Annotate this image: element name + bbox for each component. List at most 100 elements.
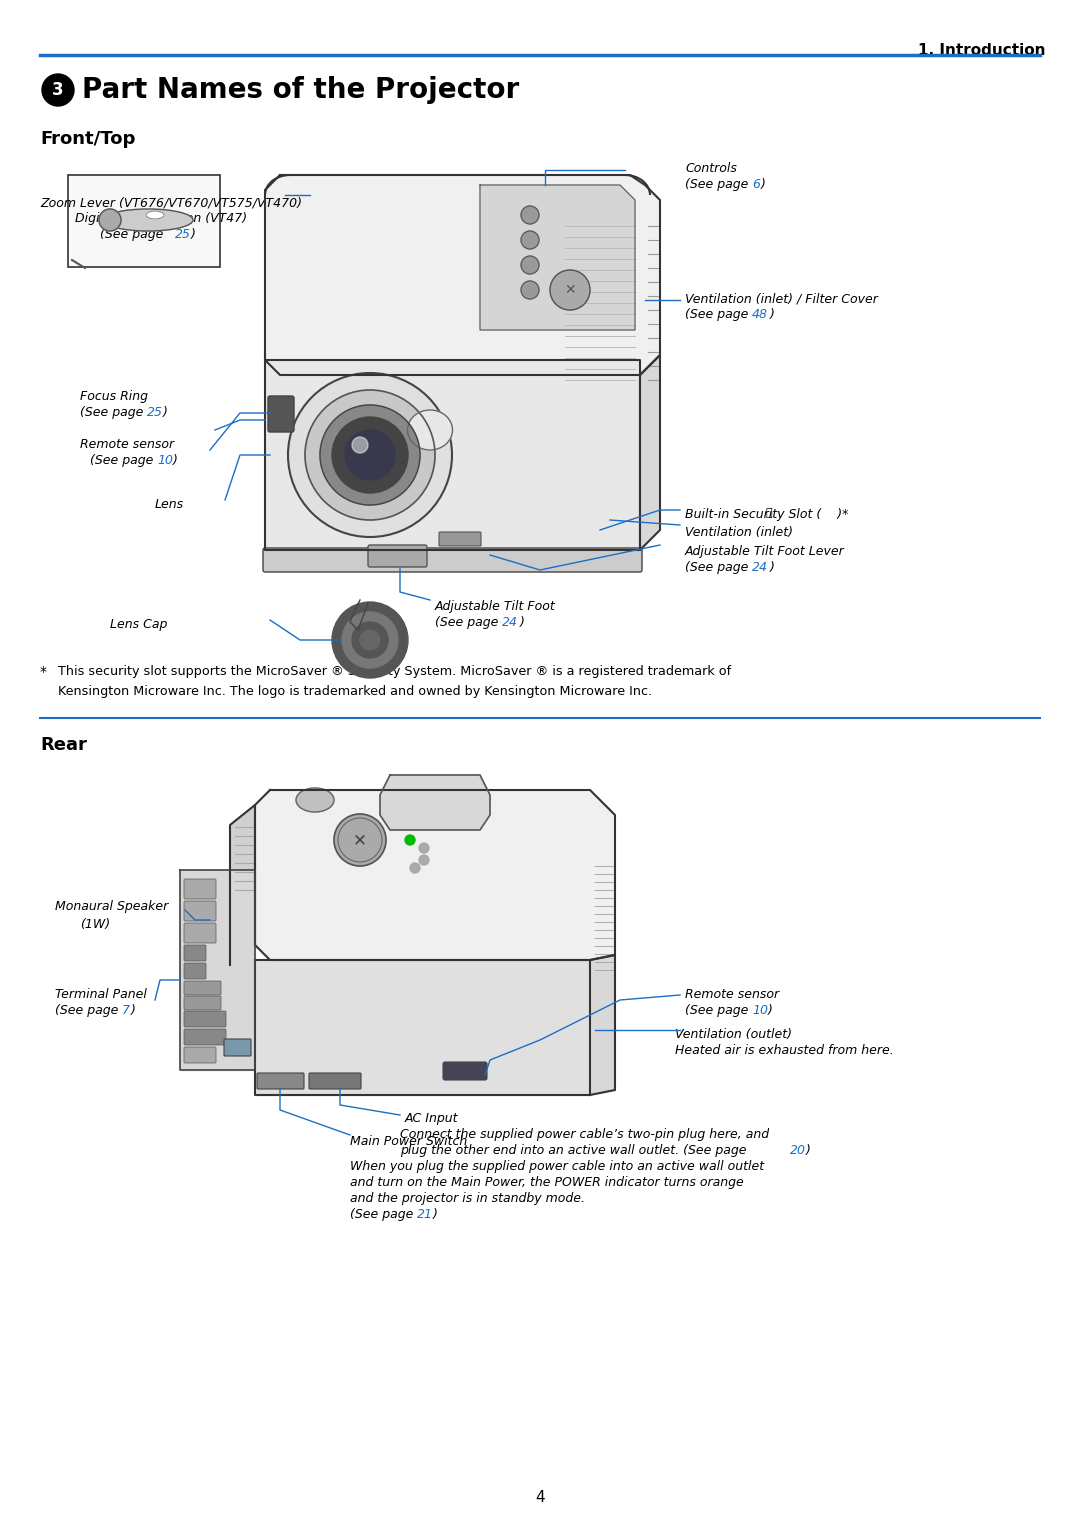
Text: Ventilation (inlet): Ventilation (inlet) [685,526,793,539]
Text: Remote sensor: Remote sensor [80,438,174,452]
Ellipse shape [296,787,334,812]
Text: (See page: (See page [100,227,167,241]
Text: Front/Top: Front/Top [40,130,135,148]
Text: Connect the supplied power cable’s two-pin plug here, and: Connect the supplied power cable’s two-p… [400,1128,769,1141]
Text: (See page: (See page [80,406,147,420]
FancyBboxPatch shape [443,1062,487,1080]
Text: 3: 3 [52,81,64,99]
Circle shape [42,73,75,105]
Text: ): ) [191,227,195,241]
Text: 24: 24 [752,562,768,574]
Text: Ventilation (outlet): Ventilation (outlet) [675,1029,792,1041]
FancyBboxPatch shape [368,545,427,568]
Text: Controls: Controls [685,162,737,175]
FancyBboxPatch shape [68,175,220,267]
Text: 25: 25 [147,406,163,420]
Circle shape [550,270,590,310]
Text: This security slot supports the MicroSaver ® Security System. MicroSaver ® is a : This security slot supports the MicroSav… [58,665,731,678]
Text: 25: 25 [175,227,191,241]
Text: (See page: (See page [685,562,753,574]
Text: Ventilation (inlet) / Filter Cover: Ventilation (inlet) / Filter Cover [685,291,878,305]
Polygon shape [265,175,660,375]
Text: 6: 6 [752,179,760,191]
Text: 21: 21 [417,1209,433,1221]
Text: *: * [40,665,48,679]
FancyBboxPatch shape [184,900,216,922]
Polygon shape [255,960,590,1096]
Circle shape [405,835,415,845]
Text: 10: 10 [157,455,173,467]
Text: Monaural Speaker: Monaural Speaker [55,900,168,913]
Polygon shape [640,356,660,549]
FancyBboxPatch shape [309,1073,361,1090]
FancyBboxPatch shape [184,1029,226,1045]
Circle shape [360,630,380,650]
FancyBboxPatch shape [184,1012,226,1027]
Text: Adjustable Tilt Foot Lever: Adjustable Tilt Foot Lever [685,545,845,559]
Text: 4: 4 [536,1489,544,1505]
Polygon shape [590,955,615,1096]
Text: Lens Cap: Lens Cap [110,618,167,630]
Text: ): ) [761,179,766,191]
Text: ): ) [163,406,167,420]
Text: ✕: ✕ [353,832,367,848]
Ellipse shape [407,410,453,450]
Circle shape [288,372,453,537]
FancyBboxPatch shape [264,548,642,572]
Circle shape [352,436,368,453]
Polygon shape [380,775,490,830]
Polygon shape [230,806,255,964]
FancyBboxPatch shape [257,1073,303,1090]
Text: 20: 20 [789,1144,806,1157]
Text: 1. Introduction: 1. Introduction [918,43,1045,58]
Text: ): ) [173,455,178,467]
Text: ): ) [131,1004,136,1016]
Ellipse shape [146,211,164,220]
FancyBboxPatch shape [438,533,481,546]
Text: ): ) [768,1004,773,1016]
Text: Lens: Lens [156,497,184,511]
Text: ✕: ✕ [564,282,576,298]
Polygon shape [265,360,640,549]
Text: plug the other end into an active wall outlet. (See page: plug the other end into an active wall o… [400,1144,751,1157]
Text: Main Power Switch: Main Power Switch [350,1135,468,1148]
Text: Remote sensor: Remote sensor [685,987,779,1001]
Text: Digital Zoom Button (VT47): Digital Zoom Button (VT47) [75,212,247,224]
Text: 48: 48 [752,308,768,320]
Circle shape [320,404,420,505]
Circle shape [332,417,408,493]
Text: (See page: (See page [685,308,753,320]
Circle shape [334,813,386,865]
Text: ): ) [806,1144,811,1157]
Text: ): ) [519,617,525,629]
Text: 24: 24 [502,617,518,629]
Text: Part Names of the Projector: Part Names of the Projector [82,76,519,104]
Text: 🔒: 🔒 [766,508,772,517]
Text: Rear: Rear [40,736,86,754]
FancyBboxPatch shape [184,981,221,995]
Text: AC Input: AC Input [405,1112,459,1125]
Polygon shape [180,870,255,1070]
Circle shape [305,391,435,520]
Text: ): ) [433,1209,437,1221]
Text: (See page: (See page [435,617,502,629]
Circle shape [419,842,429,853]
Polygon shape [480,185,635,330]
Text: (See page: (See page [350,1209,417,1221]
FancyBboxPatch shape [184,1047,216,1064]
Text: ): ) [770,562,774,574]
Text: ): ) [770,308,774,320]
Circle shape [521,281,539,299]
FancyBboxPatch shape [184,923,216,943]
FancyBboxPatch shape [224,1039,251,1056]
FancyBboxPatch shape [184,945,206,961]
Circle shape [521,230,539,249]
FancyBboxPatch shape [184,963,206,980]
Circle shape [410,864,420,873]
Text: When you plug the supplied power cable into an active wall outlet: When you plug the supplied power cable i… [350,1160,765,1173]
Circle shape [342,612,399,668]
FancyBboxPatch shape [268,397,294,432]
Circle shape [419,855,429,865]
Text: Zoom Lever (VT676/VT670/VT575/VT470): Zoom Lever (VT676/VT670/VT575/VT470) [40,195,302,209]
Circle shape [345,430,395,481]
